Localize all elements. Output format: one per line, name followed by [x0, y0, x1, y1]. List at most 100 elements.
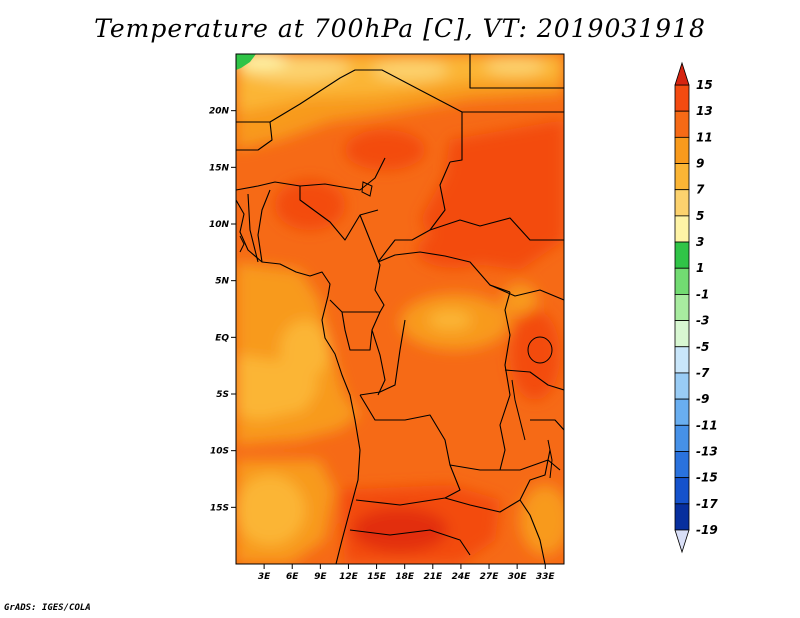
y-tick-label: EQ — [215, 333, 229, 343]
colorbar-segment — [674, 424, 690, 452]
y-tick-label: 5N — [215, 277, 229, 287]
x-axis: 3E 6E 9E 12E 15E 18E 21E 24E 27E 30E 33E — [258, 564, 556, 582]
colorbar-label: -19 — [696, 523, 718, 537]
border-drc-angola — [359, 394, 500, 471]
x-tick-label: 33E — [536, 572, 556, 582]
border-benin-togo — [247, 193, 259, 263]
field-region-angola-warmest — [352, 508, 448, 552]
colorbar-segment — [674, 346, 690, 374]
colorbar-label: 7 — [696, 183, 705, 197]
colorbar-label: -5 — [696, 340, 709, 354]
border-mozambique — [500, 459, 561, 564]
lake-chad — [361, 181, 373, 197]
field-region-lakes-warm — [510, 310, 560, 400]
colorbar-segment — [674, 110, 690, 138]
x-tick-label: 27E — [480, 572, 500, 582]
colorbar: 15 13 11 9 7 5 3 1 -1 -3 -5 -7 -9 -11 -13 -15 -17 -19 — [674, 61, 718, 554]
field-region-nw-1to3 — [236, 54, 256, 70]
coastline-west-africa — [236, 199, 361, 564]
colorbar-label: -3 — [696, 314, 709, 328]
colorbar-label: -13 — [696, 444, 718, 458]
colorbar-segment — [674, 294, 690, 321]
y-tick-label: 10N — [209, 220, 230, 230]
colorbar-label: -1 — [696, 287, 709, 301]
colorbar-over-arrow — [674, 61, 690, 86]
field-region-nigeria-warm — [275, 180, 345, 230]
lake-victoria — [527, 336, 553, 364]
border-drc-east — [499, 291, 511, 471]
colorbar-segment — [674, 451, 690, 479]
border-west — [236, 121, 273, 151]
border-south-sudan-uganda — [489, 284, 564, 301]
colorbar-label: -17 — [696, 497, 718, 511]
lake-tanganyika — [511, 379, 526, 441]
colorbar-segment — [674, 136, 690, 164]
field-blobs — [236, 54, 564, 564]
border-algeria-niger-libya — [269, 69, 463, 163]
field-region-ne-congo-9to11 — [502, 284, 538, 316]
colorbar-label: 5 — [696, 209, 704, 223]
colorbar-label: -15 — [696, 471, 718, 485]
border-libya-egypt — [469, 54, 564, 89]
colorbar-label: 9 — [696, 157, 704, 171]
colorbar-under-arrow — [674, 529, 690, 554]
x-tick-label: 15E — [367, 572, 387, 582]
border-congo-gabon — [341, 311, 386, 396]
chart-title: Temperature at 700hPa [C], VT: 201903191… — [94, 14, 706, 43]
colorbar-segment — [674, 189, 690, 217]
field-region-n-5to7 — [372, 60, 448, 80]
y-tick-label: 20N — [209, 107, 230, 117]
y-tick-label: 10S — [210, 447, 229, 457]
colorbar-label: -9 — [696, 392, 709, 406]
border-tanzania — [504, 369, 564, 431]
colorbar-segment — [674, 503, 690, 531]
colorbar-segment — [674, 163, 690, 191]
colorbar-segment — [674, 241, 690, 269]
field-region-car-warm — [417, 232, 493, 268]
colorbar-label: -7 — [696, 366, 710, 380]
colorbar-segment — [674, 215, 690, 243]
plot-frame — [235, 53, 565, 565]
colorbar-segment — [674, 267, 690, 295]
colorbar-segment — [674, 477, 690, 505]
x-tick-label: 3E — [258, 572, 271, 582]
footer-credit: GrADS: IGES/COLA — [4, 603, 91, 613]
x-tick-label: 30E — [508, 572, 528, 582]
lake-volta — [239, 235, 245, 253]
border-niger-chad — [236, 157, 386, 191]
border-angola-namibia — [349, 529, 471, 556]
field-region-congo-7to9 — [428, 310, 472, 330]
border-sudan-south-sudan — [429, 217, 564, 241]
colorbar-label: 15 — [696, 78, 713, 92]
colorbar-segment — [674, 84, 690, 112]
colorbar-segment — [674, 398, 690, 426]
x-tick-label: 21E — [423, 572, 443, 582]
colorbar-label: 11 — [696, 130, 713, 144]
x-tick-label: 6E — [286, 572, 299, 582]
x-tick-label: 12E — [339, 572, 359, 582]
lakes — [239, 181, 553, 479]
map-plot — [236, 54, 564, 564]
x-tick-label: 18E — [395, 572, 415, 582]
x-tick-label: 9E — [314, 572, 327, 582]
colorbar-label: 13 — [696, 104, 713, 118]
y-axis: 20N 15N 10N 5N EQ 5S 10S 15S — [209, 107, 236, 513]
colorbar-label: 3 — [696, 235, 704, 249]
x-tick-label: 24E — [452, 572, 472, 582]
y-tick-label: 15N — [209, 163, 230, 173]
border-cameroon — [329, 214, 385, 313]
field-region-sw-7to9 — [236, 475, 305, 545]
y-tick-label: 15S — [210, 503, 229, 513]
lake-malawi — [547, 439, 553, 479]
field-region-chad-warm — [345, 130, 425, 170]
colorbar-segment — [674, 372, 690, 400]
colorbar-segment — [674, 320, 690, 348]
border-nigeria — [257, 186, 379, 263]
colorbar-label: -11 — [696, 418, 718, 432]
field-region-east-africa-9to11 — [520, 485, 564, 555]
colorbar-label: 1 — [696, 261, 704, 275]
country-borders — [236, 54, 564, 564]
border-drc-congo — [359, 319, 406, 396]
y-tick-label: 5S — [216, 390, 229, 400]
